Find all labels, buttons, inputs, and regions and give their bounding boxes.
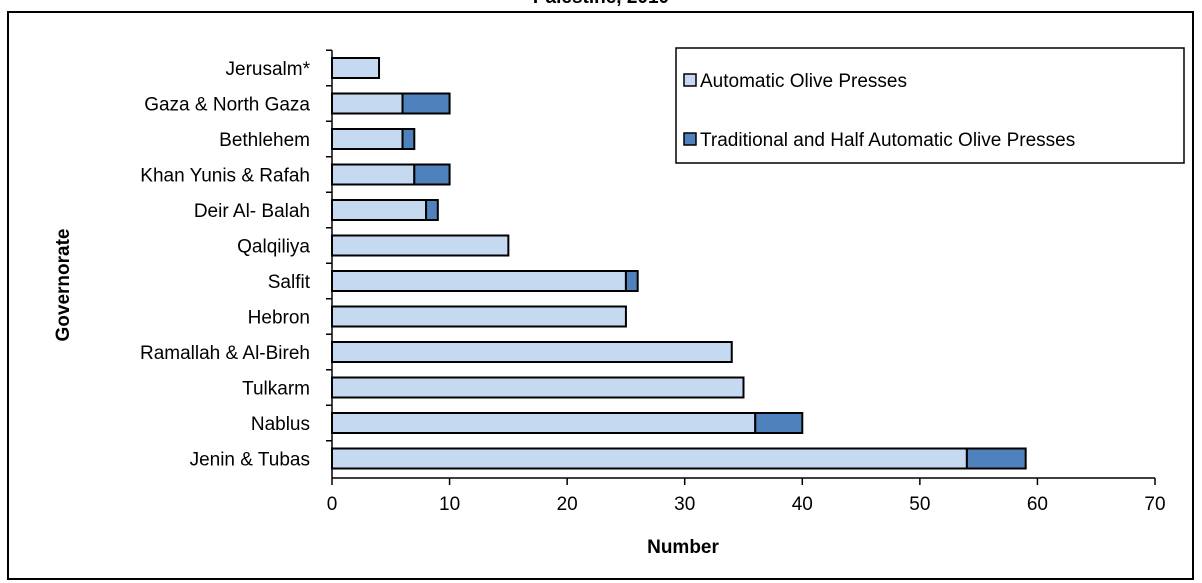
bar-automatic-2 bbox=[331, 128, 404, 150]
y-tick-label: Jenin & Tubas bbox=[190, 450, 310, 471]
bar-automatic-5 bbox=[331, 234, 510, 257]
x-tick-label: 70 bbox=[1144, 494, 1165, 515]
y-tick-label: Salfit bbox=[268, 272, 311, 293]
x-tick-label: 50 bbox=[909, 494, 930, 515]
bar-automatic-0 bbox=[331, 57, 381, 79]
y-axis-label: Governorate bbox=[53, 229, 74, 342]
bar-traditional-10 bbox=[754, 412, 804, 434]
y-tick-label: Khan Yunis & Rafah bbox=[140, 166, 310, 187]
x-tick-label: 40 bbox=[792, 494, 813, 515]
legend-label-automatic: Automatic Olive Presses bbox=[700, 71, 907, 92]
bar-traditional-3 bbox=[413, 163, 451, 186]
bar-automatic-10 bbox=[331, 412, 757, 434]
x-tick-label: 0 bbox=[327, 494, 338, 515]
legend-swatch-traditional bbox=[683, 132, 697, 146]
chart-title: Palestine, 2010 bbox=[0, 0, 1202, 9]
bar-automatic-3 bbox=[331, 163, 416, 186]
y-tick-label: Tulkarm bbox=[242, 379, 310, 400]
y-tick-label: Hebron bbox=[248, 308, 310, 329]
x-axis-label: Number bbox=[647, 537, 719, 558]
legend-label-traditional: Traditional and Half Automatic Olive Pre… bbox=[700, 130, 1075, 151]
y-tick-label: Deir Al- Balah bbox=[194, 201, 310, 222]
legend-swatch-automatic bbox=[683, 73, 697, 87]
y-tick-label: Nablus bbox=[251, 414, 310, 435]
bar-automatic-4 bbox=[331, 199, 428, 221]
y-tick-label: Ramallah & Al-Bireh bbox=[140, 343, 310, 364]
y-tick-label: Gaza & North Gaza bbox=[144, 95, 310, 116]
bar-automatic-1 bbox=[331, 92, 404, 115]
chart-frame bbox=[7, 11, 1194, 580]
bar-traditional-6 bbox=[624, 270, 639, 292]
bar-automatic-9 bbox=[331, 376, 745, 399]
bar-automatic-11 bbox=[331, 447, 968, 470]
x-tick-label: 60 bbox=[1027, 494, 1048, 515]
bar-automatic-7 bbox=[331, 305, 627, 328]
y-tick-label: Qalqiliya bbox=[237, 237, 310, 258]
bar-automatic-6 bbox=[331, 270, 627, 292]
bar-traditional-11 bbox=[965, 447, 1027, 470]
y-tick-label: Jerusalm* bbox=[226, 59, 311, 80]
x-tick-label: 30 bbox=[674, 494, 695, 515]
bar-traditional-2 bbox=[401, 128, 416, 150]
bar-traditional-1 bbox=[401, 92, 451, 115]
x-tick-label: 20 bbox=[557, 494, 578, 515]
x-tick-label: 10 bbox=[439, 494, 460, 515]
bar-traditional-4 bbox=[425, 199, 439, 221]
bar-automatic-8 bbox=[331, 341, 733, 363]
y-tick-label: Bethlehem bbox=[219, 130, 310, 151]
legend-box bbox=[675, 47, 1185, 164]
